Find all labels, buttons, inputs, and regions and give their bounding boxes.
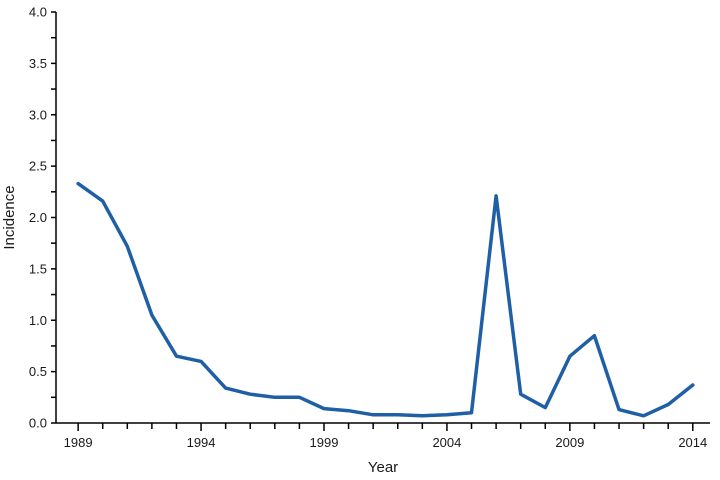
y-tick-label: 3.0 <box>29 107 47 122</box>
x-tick-label: 1999 <box>310 435 339 450</box>
x-tick-label: 2009 <box>555 435 584 450</box>
x-axis: 1989 1994 1999 2004 2009 2014 <box>56 422 710 450</box>
y-tick-label: 1.0 <box>29 313 47 328</box>
x-tick-label: 1989 <box>64 435 93 450</box>
incidence-series-line <box>76 181 695 418</box>
series-layer <box>76 181 695 418</box>
y-tick-label: 1.5 <box>29 261 47 276</box>
y-axis-title: Incidence <box>1 185 18 249</box>
y-tick-label: 0.5 <box>29 364 47 379</box>
x-tick-label: 2014 <box>678 435 707 450</box>
y-tick-label: 4.0 <box>29 5 47 20</box>
y-tick-label: 0.0 <box>29 416 47 431</box>
y-tick-label: 2.5 <box>29 159 47 174</box>
x-tick-label: 1994 <box>187 435 216 450</box>
x-tick-label: 2004 <box>432 435 461 450</box>
y-tick-label: 2.0 <box>29 210 47 225</box>
y-axis: 0.0 0.5 1.0 1.5 2.0 2.5 3.0 3.5 4.0 <box>29 5 57 431</box>
y-tick-label: 3.5 <box>29 56 47 71</box>
x-axis-title: Year <box>368 459 398 476</box>
